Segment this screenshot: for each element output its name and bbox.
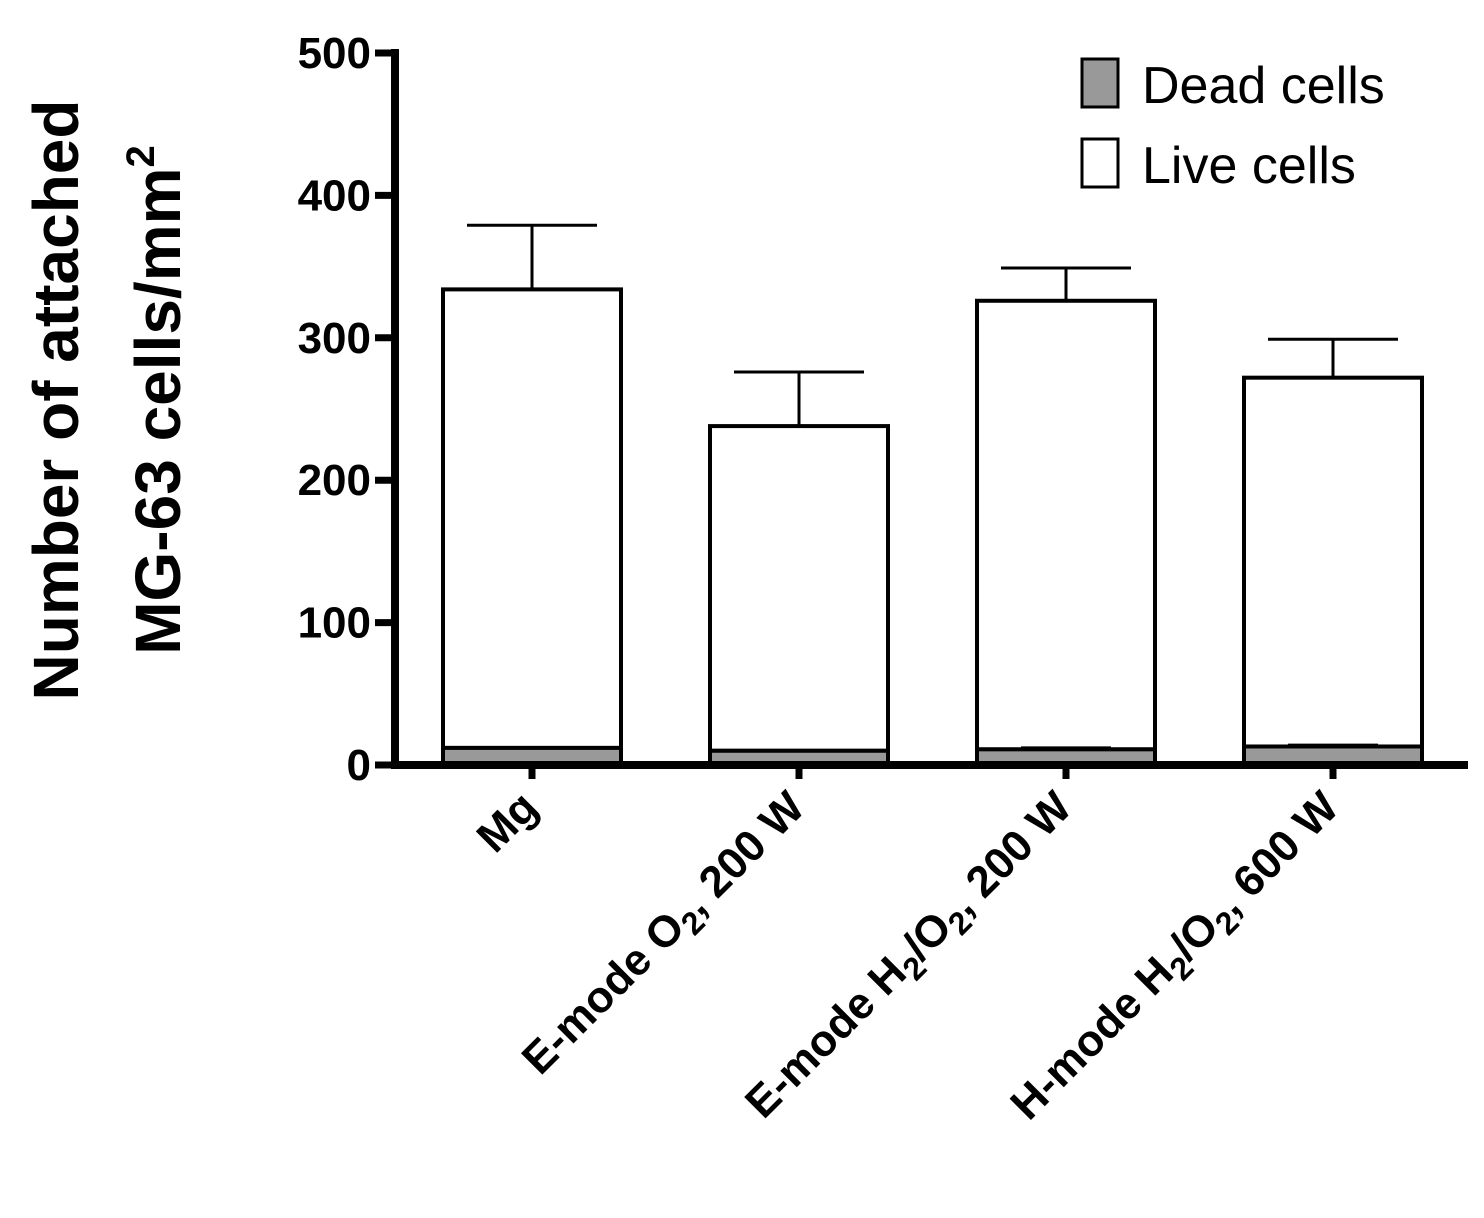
label-part: , 200 W bbox=[672, 782, 814, 924]
y-axis-label-main: MG-63 cells/mm bbox=[122, 167, 194, 654]
bar-live-cells bbox=[975, 298, 1157, 752]
legend-label: Dead cells bbox=[1142, 57, 1385, 115]
y-axis-label-superscript: 2 bbox=[119, 145, 163, 167]
label-part: E-mode O bbox=[513, 902, 695, 1084]
y-axis-label-line2: MG-63 cells/mm2 bbox=[119, 145, 194, 655]
label-part: Mg bbox=[467, 782, 547, 862]
x-category-label: E-mode O2, 200 W bbox=[513, 782, 820, 1089]
bar-live-cells bbox=[441, 287, 623, 750]
label-part: , 200 W bbox=[939, 782, 1081, 924]
legend-swatch bbox=[1080, 137, 1120, 189]
y-tick-label: 400 bbox=[298, 171, 371, 220]
legend-swatch bbox=[1080, 57, 1120, 109]
legend: Dead cells Live cells bbox=[1080, 57, 1385, 195]
bar-live-cells bbox=[1242, 375, 1424, 749]
label-part: H-mode H bbox=[1001, 948, 1183, 1130]
bar-live-cells bbox=[708, 424, 890, 753]
y-tick-label: 500 bbox=[298, 29, 371, 78]
label-part: , 600 W bbox=[1206, 782, 1348, 924]
x-category-label: Mg bbox=[467, 782, 547, 862]
y-tick-label: 300 bbox=[298, 314, 371, 363]
y-tick-label: 100 bbox=[298, 599, 371, 648]
y-axis-label-line1: Number of attached bbox=[20, 100, 92, 701]
legend-label: Live cells bbox=[1142, 137, 1356, 195]
y-axis-label: Number of attached MG-63 cells/mm2 bbox=[20, 100, 194, 701]
label-part: E-mode H bbox=[736, 948, 916, 1128]
y-tick-label: 0 bbox=[347, 741, 371, 790]
y-tick-label: 200 bbox=[298, 456, 371, 505]
